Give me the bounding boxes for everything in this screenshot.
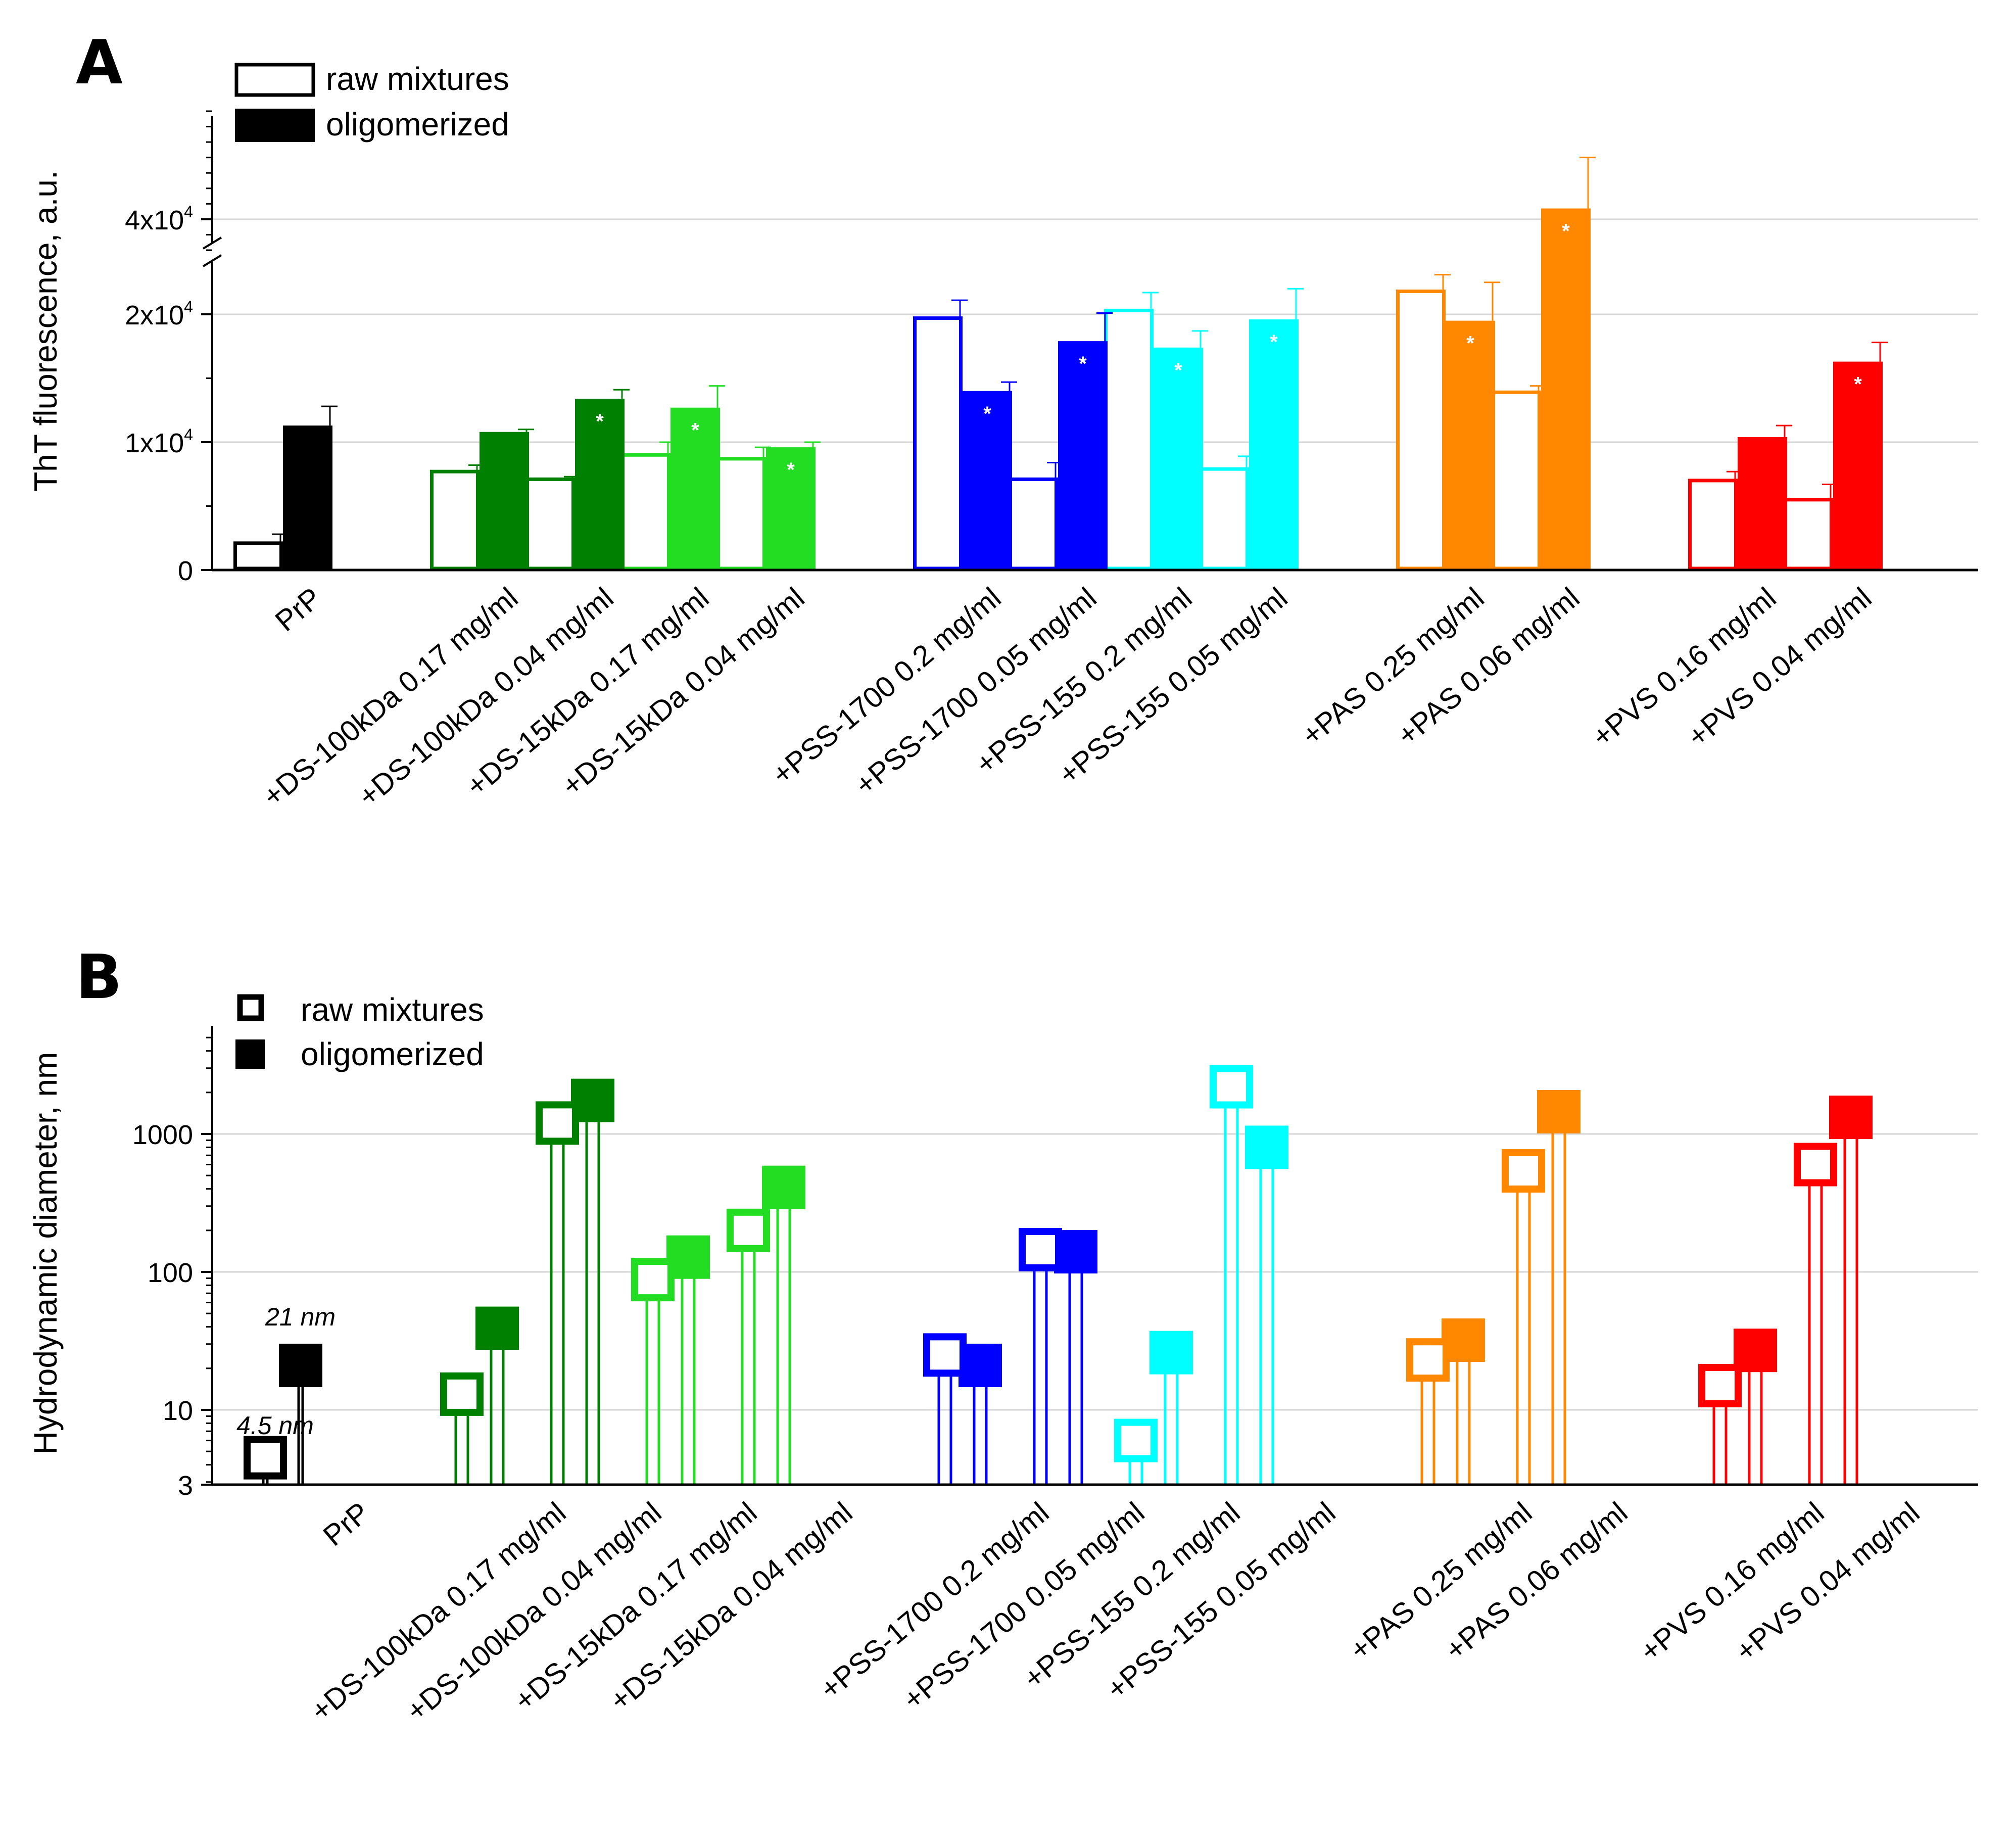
y-tick-label-b: 3 [178, 1471, 193, 1501]
bar-raw [1009, 477, 1058, 571]
legend-label-raw-b: raw mixtures [301, 991, 484, 1028]
marker-raw [1406, 1338, 1450, 1382]
significance-star: * [1079, 353, 1087, 375]
significance-star: * [1854, 373, 1862, 396]
bar-oligo [1833, 361, 1883, 570]
marker-oligo [1150, 1331, 1193, 1375]
bar-raw [1396, 289, 1446, 571]
bar-raw [233, 541, 283, 571]
y-axis-title-a: ThT fluorescence, a.u. [27, 170, 64, 492]
bar-oligo [575, 398, 625, 570]
marker-oligo [475, 1306, 519, 1350]
y-tick-base: 0 [178, 556, 193, 586]
marker-raw [923, 1333, 967, 1377]
y-tick-label-a: 4x104 [125, 203, 193, 235]
y-axis-title-b: Hydrodynamic diameter, nm [27, 1052, 64, 1455]
marker-raw [1794, 1143, 1837, 1187]
significance-star: * [691, 419, 699, 442]
significance-star: * [1562, 220, 1570, 243]
y-tick-label-b: 100 [148, 1258, 193, 1288]
x-category-label-b: PrP [317, 1496, 376, 1552]
legend-swatch-raw-a [234, 63, 315, 97]
significance-star: * [1270, 331, 1278, 353]
annotation-21nm: 21 nm [265, 1303, 336, 1331]
significance-star: * [596, 410, 604, 433]
panel-a-letter: A [76, 28, 123, 98]
y-tick-base: 4x10 [125, 205, 184, 235]
panel-b-letter: B [76, 942, 122, 1013]
axis-break-mark [202, 236, 222, 250]
marker-raw [244, 1436, 287, 1480]
marker-raw [631, 1258, 675, 1302]
y-tick-label-a: 2x104 [125, 298, 193, 330]
y-tick-label-b: 1000 [132, 1120, 193, 1150]
marker-raw [1019, 1227, 1062, 1271]
bar-oligo [1154, 347, 1203, 570]
legend-label-raw-a: raw mixtures [326, 61, 509, 97]
y-tick-base: 1x10 [125, 428, 184, 458]
bar-oligo [1738, 437, 1787, 570]
bar-oligo [1446, 320, 1495, 570]
marker-oligo [1537, 1089, 1581, 1133]
bar-oligo [1058, 341, 1108, 570]
y-tick-base: 2x10 [125, 300, 184, 330]
significance-star: * [1466, 333, 1474, 355]
y-tick-label-a: 1x104 [125, 425, 193, 458]
marker-raw [1502, 1149, 1545, 1193]
marker-oligo [762, 1165, 805, 1209]
marker-oligo [1245, 1125, 1288, 1169]
marker-raw [1698, 1363, 1742, 1407]
bar-raw [1784, 498, 1833, 571]
bar-raw [1688, 479, 1738, 571]
bar-oligo [283, 425, 332, 570]
annotation-4-5nm: 4.5 nm [236, 1411, 314, 1440]
bar-raw [430, 469, 480, 571]
legend-swatch-oligo-b [235, 1039, 265, 1069]
bar-raw [716, 457, 766, 571]
significance-star: * [1174, 359, 1182, 382]
bar-oligo [1249, 319, 1299, 570]
marker-oligo [279, 1344, 322, 1388]
marker-raw [1114, 1418, 1158, 1462]
axis-break-mark [202, 254, 222, 267]
y-tick-label-b: 10 [163, 1396, 193, 1426]
legend-swatch-raw-b [237, 994, 264, 1021]
legend-label-oligo-a: oligomerized [326, 106, 509, 143]
y-tick-exponent: 4 [184, 425, 193, 444]
bar-raw [525, 477, 575, 571]
marker-raw [440, 1372, 484, 1416]
bar-raw [1492, 390, 1541, 571]
panel-b: B 3 10 100 1000 Hydrodynamic diameter, nm 21 n… [27, 942, 1978, 1728]
y-tick-exponent: 4 [184, 298, 193, 316]
bar-raw [913, 316, 963, 571]
y-tick-label-a: 0 [178, 556, 193, 586]
marker-raw [1210, 1065, 1253, 1109]
legend-swatch-oligo-a [235, 109, 315, 142]
marker-oligo [1829, 1096, 1873, 1140]
bar-raw [621, 453, 671, 571]
bar-oligo [963, 391, 1012, 570]
bar-oligo [766, 447, 816, 570]
legend-label-oligo-b: oligomerized [301, 1036, 484, 1072]
x-category-label-a: PrP [269, 581, 328, 638]
bar-oligo [480, 432, 529, 570]
bar-oligo [1541, 208, 1591, 570]
marker-raw [536, 1101, 579, 1145]
marker-raw [727, 1208, 770, 1252]
y-tick-exponent: 4 [184, 203, 193, 221]
bar-raw [1200, 467, 1249, 571]
bar-raw [1104, 308, 1154, 571]
significance-star: * [983, 403, 991, 425]
bar-oligo [671, 407, 720, 570]
significance-star: * [787, 459, 795, 481]
